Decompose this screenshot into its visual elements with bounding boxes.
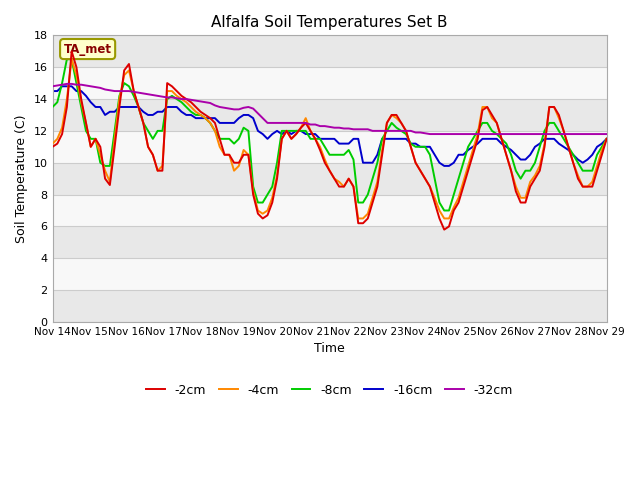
X-axis label: Time: Time [314, 342, 345, 355]
Bar [52, 131, 607, 163]
Bar [52, 258, 607, 290]
Title: Alfalfa Soil Temperatures Set B: Alfalfa Soil Temperatures Set B [211, 15, 448, 30]
Bar [52, 227, 607, 258]
Y-axis label: Soil Temperature (C): Soil Temperature (C) [15, 114, 28, 243]
Legend: -2cm, -4cm, -8cm, -16cm, -32cm: -2cm, -4cm, -8cm, -16cm, -32cm [141, 379, 518, 402]
Bar [52, 99, 607, 131]
Bar [52, 290, 607, 322]
Bar [52, 36, 607, 67]
Text: TA_met: TA_met [63, 43, 111, 56]
Bar [52, 163, 607, 194]
Bar [52, 194, 607, 227]
Bar [52, 67, 607, 99]
